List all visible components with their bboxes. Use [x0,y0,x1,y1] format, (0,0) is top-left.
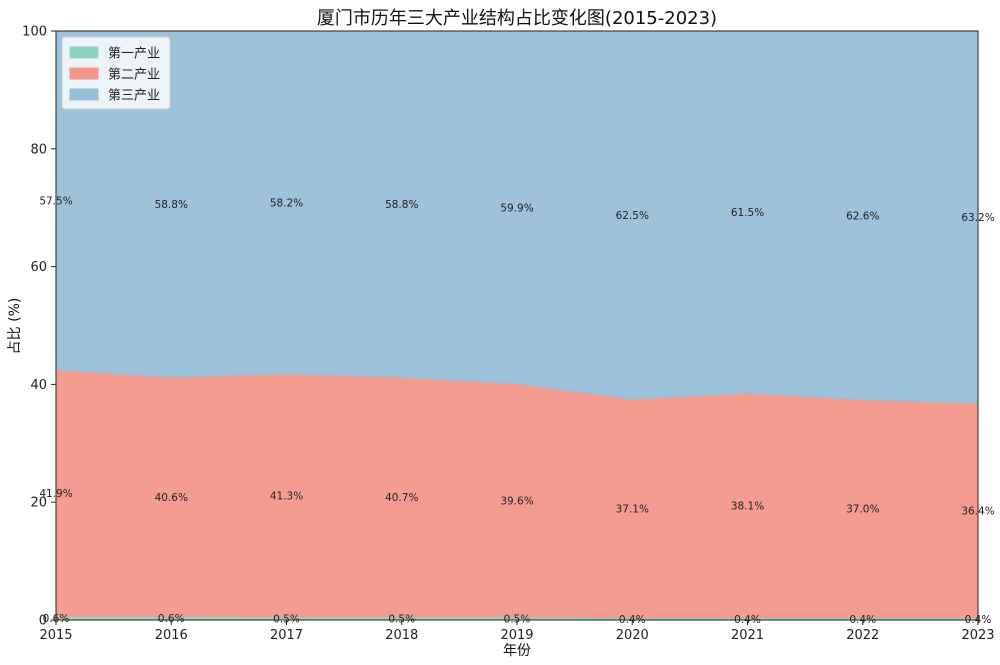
data-label-series-2: 37.0% [846,504,879,516]
x-axis-title: 年份 [503,643,531,659]
y-tick-label: 20 [30,496,47,511]
data-label-series-2: 40.6% [155,492,188,504]
y-tick-label: 0 [39,614,47,629]
data-label-series-2: 39.6% [500,495,533,507]
legend-label: 第二产业 [108,68,160,83]
area-series-3 [55,30,979,404]
x-tick-label: 2019 [500,628,533,643]
data-label-series-2: 36.4% [961,505,994,517]
x-tick-label: 2017 [270,628,303,643]
data-label-series-1: 0.4% [619,614,646,626]
y-tick-label: 80 [30,142,47,157]
data-label-series-1: 0.5% [504,614,531,626]
y-axis-title: 占比 (%) [7,298,23,355]
data-label-series-3: 63.2% [961,212,994,224]
data-label-series-3: 58.8% [385,199,418,211]
y-axis: 0 20 40 60 80 100 [22,25,56,629]
x-tick-label: 2015 [39,628,72,643]
data-label-series-3: 62.6% [846,210,879,222]
x-tick-label: 2022 [846,628,879,643]
legend-label: 第三产业 [108,89,160,104]
x-axis: 2015 2016 2017 2018 2019 2020 2021 2022 2023 [39,620,995,643]
data-label-series-1: 0.5% [273,614,300,626]
data-label-series-1: 0.6% [158,613,185,625]
plot-areas [55,30,979,621]
data-labels: 0.6% 0.6% 0.5% 0.5% 0.5% 0.4% 0.4% 0.4% 0.4% 41.9… [39,195,994,625]
x-tick-label: 2023 [961,628,994,643]
legend-swatch [69,46,99,59]
data-label-series-1: 0.6% [43,613,70,625]
y-tick-label: 40 [30,378,47,393]
data-label-series-3: 61.5% [731,207,764,219]
data-label-series-3: 59.9% [500,202,533,214]
legend-label: 第一产业 [108,47,160,62]
legend-swatch [69,67,99,80]
data-label-series-2: 41.3% [270,490,303,502]
data-label-series-2: 38.1% [731,500,764,512]
area-series-2 [55,369,979,619]
data-label-series-1: 0.5% [388,614,415,626]
legend-swatch [69,88,99,101]
x-tick-label: 2020 [616,628,649,643]
data-label-series-1: 0.4% [734,614,761,626]
data-label-series-2: 41.9% [39,488,72,500]
y-tick-label: 60 [30,260,47,275]
chart-title: 厦门市历年三大产业结构占比变化图(2015-2023) [317,8,717,29]
data-label-series-2: 40.7% [385,492,418,504]
data-label-series-3: 58.8% [155,199,188,211]
data-label-series-3: 57.5% [39,195,72,207]
y-tick-label: 100 [22,25,47,40]
x-tick-label: 2021 [731,628,764,643]
data-label-series-3: 62.5% [616,210,649,222]
data-label-series-1: 0.4% [965,614,992,626]
data-label-series-2: 37.1% [616,503,649,515]
data-label-series-3: 58.2% [270,197,303,209]
data-label-series-1: 0.4% [849,614,876,626]
x-tick-label: 2016 [155,628,188,643]
x-tick-label: 2018 [385,628,418,643]
